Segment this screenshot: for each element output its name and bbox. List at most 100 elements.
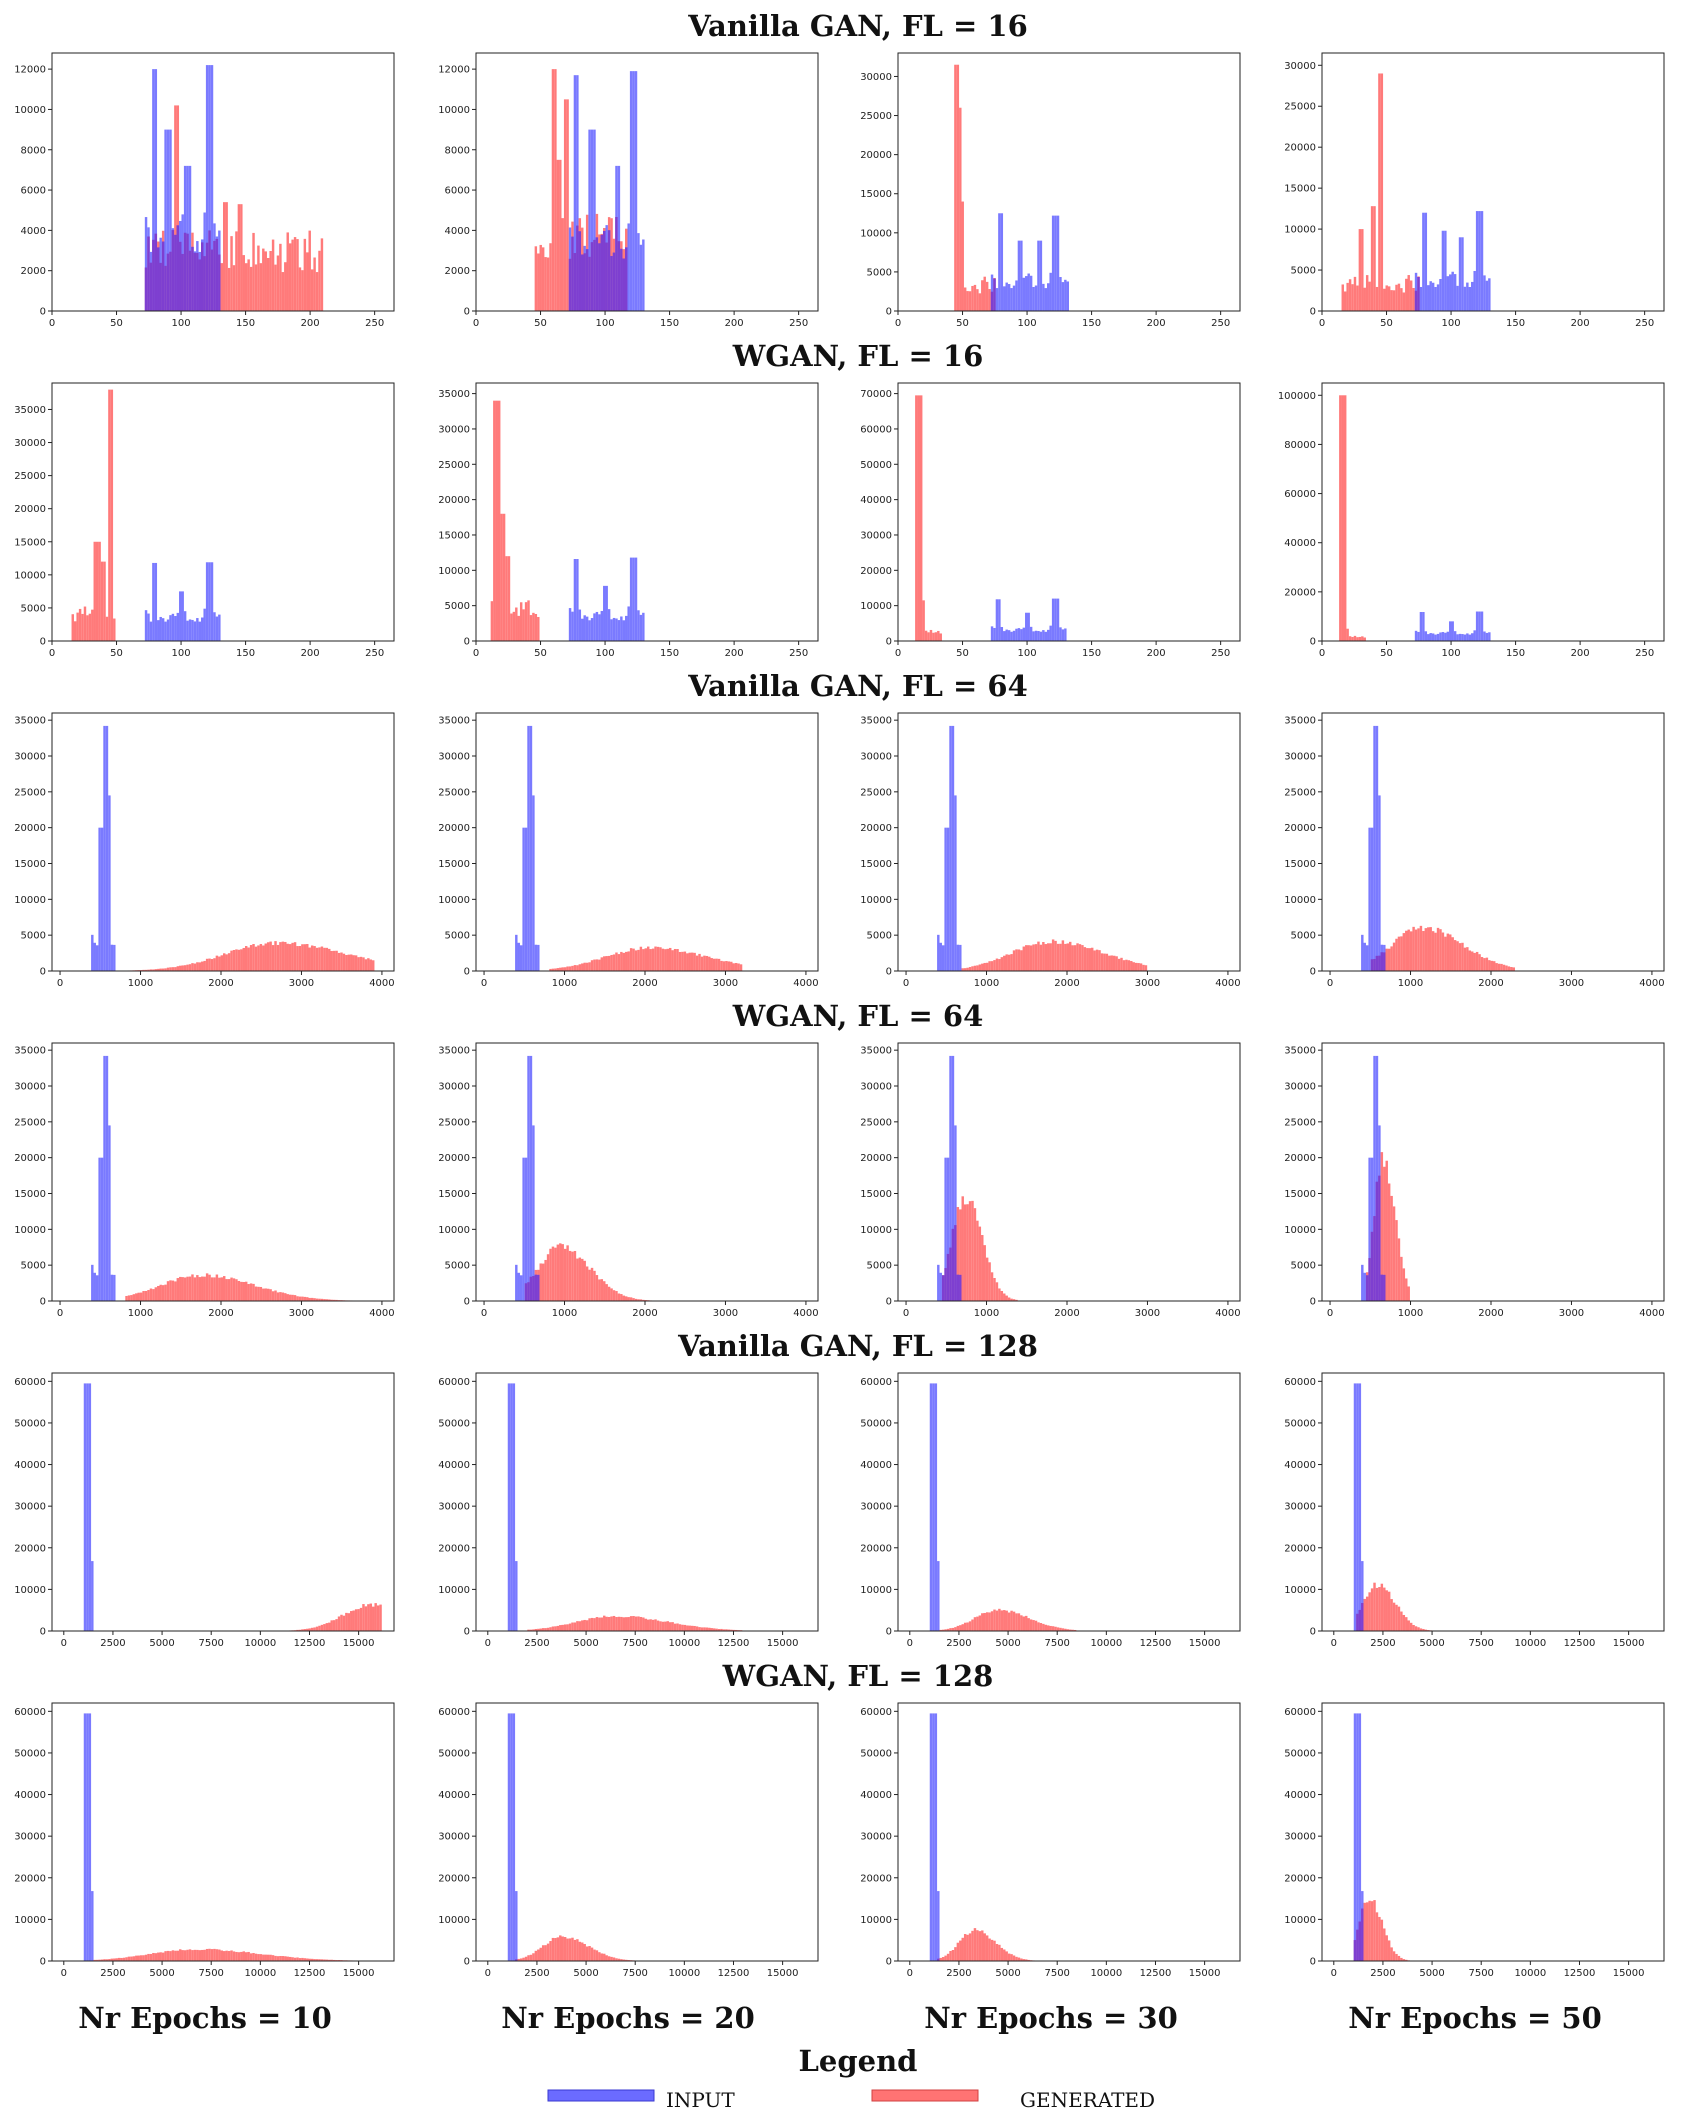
generated-bar — [647, 946, 650, 971]
plot-area — [476, 383, 818, 641]
generated-bar — [529, 1629, 533, 1631]
generated-bar — [320, 1624, 324, 1631]
generated-bar — [1409, 931, 1413, 971]
generated-bar — [1397, 1606, 1401, 1631]
generated-bar — [164, 968, 167, 971]
generated-bar — [232, 265, 236, 311]
overlap-bar — [169, 251, 172, 311]
generated-bar — [990, 1939, 994, 1961]
generated-bar — [174, 1950, 177, 1961]
x-tick-label: 4000 — [369, 978, 394, 989]
generated-bar — [963, 1204, 967, 1301]
y-tick-label: 10000 — [860, 895, 892, 906]
input-bar — [637, 233, 640, 311]
generated-bar — [961, 1196, 964, 1301]
generated-bar — [1139, 963, 1143, 971]
legend-input-swatch — [547, 2089, 655, 2102]
overlap-bar — [1417, 277, 1420, 311]
input-bar — [164, 129, 167, 311]
generated-bar — [1069, 1629, 1072, 1631]
generated-bar — [1007, 1953, 1011, 1961]
generated-bar — [990, 1272, 994, 1301]
y-tick-label: 20000 — [14, 1543, 46, 1554]
input-bar — [581, 618, 584, 641]
x-tick-label: 50 — [956, 648, 969, 659]
generated-bar — [372, 960, 375, 971]
generated-bar — [1385, 1590, 1388, 1631]
generated-bar — [254, 1286, 258, 1301]
input-bar — [583, 615, 586, 641]
generated-bar — [617, 954, 621, 971]
generated-bar — [534, 1950, 538, 1961]
generated-bar — [210, 1949, 214, 1961]
y-tick-label: 30000 — [14, 752, 46, 763]
generated-bar — [235, 1279, 238, 1301]
x-tick-label: 1000 — [128, 1308, 153, 1319]
x-tick-label: 5000 — [149, 1638, 174, 1649]
generated-bar — [73, 621, 77, 641]
generated-bar — [698, 1627, 701, 1631]
input-bar — [1458, 633, 1462, 641]
generated-bar — [1010, 954, 1013, 971]
y-tick-label: 15000 — [1284, 1189, 1316, 1200]
y-tick-label: 30000 — [1284, 1082, 1316, 1093]
generated-bar — [252, 1283, 255, 1301]
y-tick-label: 10000 — [14, 570, 46, 581]
input-bar — [113, 944, 116, 971]
generated-bar — [1348, 279, 1352, 311]
generated-bar — [563, 967, 567, 971]
column-label-epochs-30: Nr Epochs = 30 — [924, 2001, 1178, 2035]
input-bar — [1480, 211, 1484, 311]
input-bar — [210, 562, 214, 641]
x-tick-label: 100 — [172, 648, 191, 659]
generated-bar — [198, 1277, 202, 1301]
generated-bar — [1483, 958, 1486, 971]
input-bar — [634, 557, 638, 641]
generated-bar — [1022, 946, 1026, 971]
generated-bar — [949, 1951, 952, 1961]
generated-bar — [284, 262, 287, 311]
generated-bar — [605, 956, 608, 971]
input-bar — [588, 620, 591, 641]
y-tick-label: 5000 — [1291, 1261, 1316, 1272]
generated-bar — [1073, 945, 1077, 971]
generated-bar — [1007, 1612, 1011, 1631]
generated-bar — [318, 1298, 321, 1301]
generated-bar — [291, 239, 294, 311]
generated-bar — [284, 1956, 287, 1961]
generated-bar — [549, 1627, 552, 1631]
generated-bar — [1059, 943, 1062, 971]
generated-bar — [149, 1288, 153, 1301]
overlap-bar — [583, 253, 586, 311]
y-tick-label: 5000 — [21, 603, 46, 614]
generated-bar — [1054, 1626, 1057, 1631]
generated-bar — [954, 1947, 957, 1961]
y-tick-label: 20000 — [860, 1153, 892, 1164]
generated-bar — [181, 1277, 184, 1301]
generated-bar — [1037, 1622, 1040, 1631]
x-tick-label: 4000 — [1639, 1308, 1664, 1319]
generated-bar — [549, 968, 552, 971]
generated-bar — [563, 1248, 567, 1301]
plot-area — [476, 1703, 818, 1961]
overlap-bar — [213, 240, 216, 311]
input-bar — [517, 942, 520, 971]
generated-bar — [541, 1945, 545, 1961]
y-tick-label: 60000 — [860, 424, 892, 435]
generated-bar — [522, 1957, 525, 1961]
generated-bar — [1387, 948, 1391, 971]
y-tick-label: 20000 — [1284, 1153, 1316, 1164]
row-title-4: Vanilla GAN, FL = 128 — [677, 1329, 1038, 1363]
generated-bar — [276, 944, 280, 971]
generated-bar — [732, 963, 735, 971]
generated-bar — [161, 1952, 165, 1961]
x-tick-label: 5000 — [573, 1638, 598, 1649]
generated-bar — [629, 948, 633, 971]
y-tick-label: 30000 — [1284, 1502, 1316, 1513]
input-bar — [1012, 285, 1016, 311]
plot-area — [898, 1703, 1240, 1961]
overlap-bar — [527, 1282, 530, 1301]
overlap-bar — [161, 241, 165, 311]
